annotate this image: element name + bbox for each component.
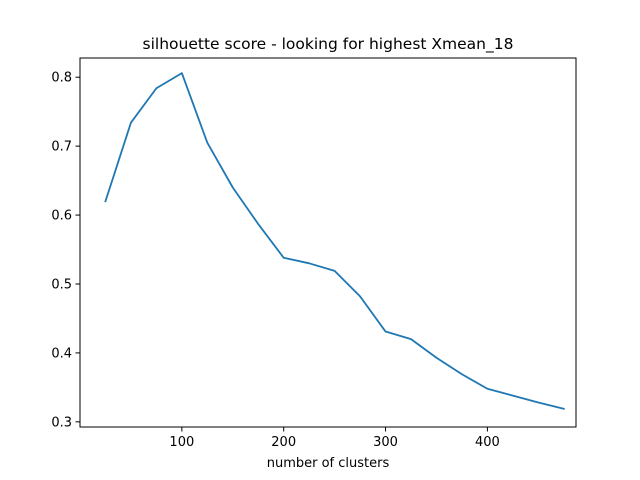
y-tick-label: 0.6 <box>51 209 72 224</box>
plot-area <box>80 58 576 427</box>
y-tick-label: 0.5 <box>51 277 72 292</box>
plot-frame <box>79 57 577 428</box>
x-axis-label: number of clusters <box>267 456 390 471</box>
y-tick-label: 0.3 <box>51 415 72 430</box>
x-axis-ticks: 100 200 300 400 <box>169 427 500 450</box>
series-line <box>104 72 565 410</box>
y-tick-label: 0.7 <box>51 140 72 155</box>
x-tick-label: 100 <box>169 435 194 450</box>
y-axis-ticks: 0.3 0.4 0.5 0.6 0.7 0.8 <box>51 71 80 430</box>
chart-title: silhouette score - looking for highest X… <box>143 35 514 54</box>
y-tick-label: 0.4 <box>51 346 72 361</box>
x-tick-label: 400 <box>475 435 500 450</box>
x-tick-label: 200 <box>271 435 296 450</box>
x-tick-label: 300 <box>373 435 398 450</box>
series-layer <box>104 72 565 410</box>
y-tick-label: 0.8 <box>51 71 72 86</box>
